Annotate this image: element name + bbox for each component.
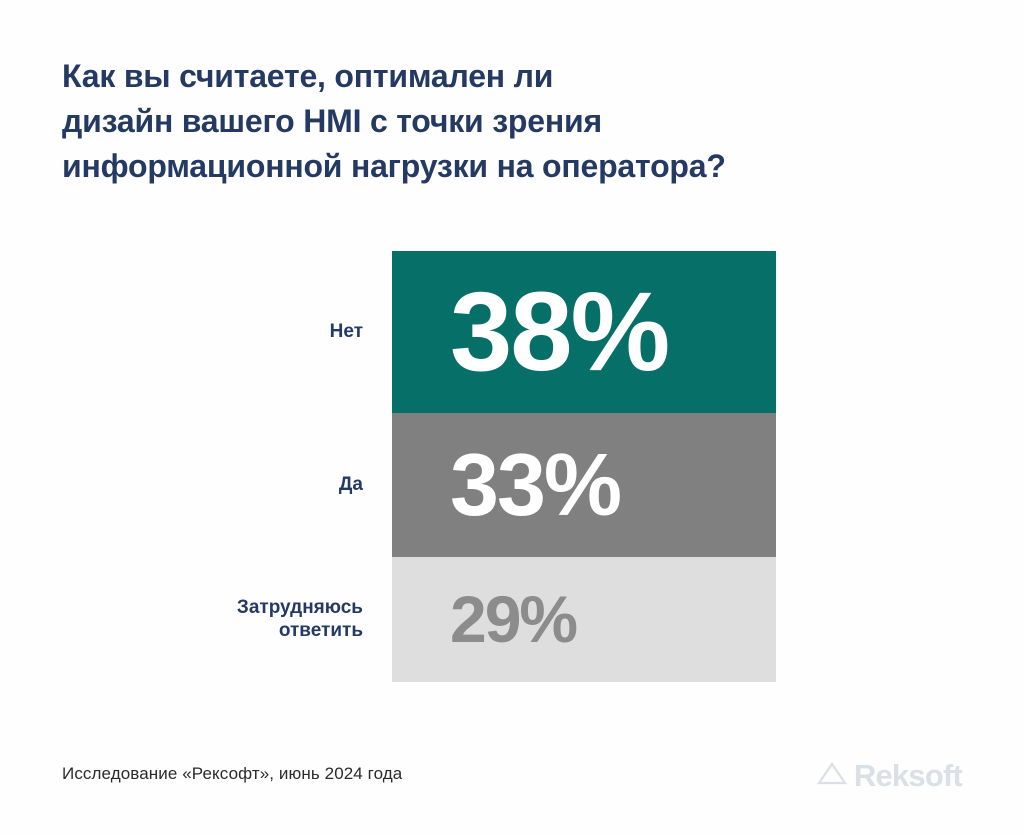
bar-da: 33% bbox=[392, 413, 776, 557]
source-note: Исследование «Рексофт», июнь 2024 года bbox=[62, 764, 403, 783]
category-label-zatrudnyayus: Затрудняюсь ответить bbox=[236, 596, 363, 642]
triangle-icon bbox=[816, 760, 847, 791]
bar-value-net: 38% bbox=[450, 269, 670, 395]
bar-value-da: 33% bbox=[450, 435, 622, 535]
category-label-net: Нет bbox=[329, 321, 363, 343]
page-title: Как вы считаете, оптимален ли дизайн ваш… bbox=[62, 58, 726, 184]
category-label-da: Да bbox=[338, 474, 363, 496]
logo-wordmark: Reksoft bbox=[853, 758, 963, 793]
bar-group: 38% 33% 29% bbox=[392, 251, 776, 682]
bar-net: 38% bbox=[392, 251, 776, 414]
category-label-group: Нет Да Затрудняюсь ответить bbox=[120, 251, 363, 682]
bar-value-zatrudnyayus: 29% bbox=[450, 582, 578, 657]
reksoft-logo: Reksoft bbox=[816, 758, 963, 793]
bar-zatrudnyayus: 29% bbox=[392, 557, 776, 682]
